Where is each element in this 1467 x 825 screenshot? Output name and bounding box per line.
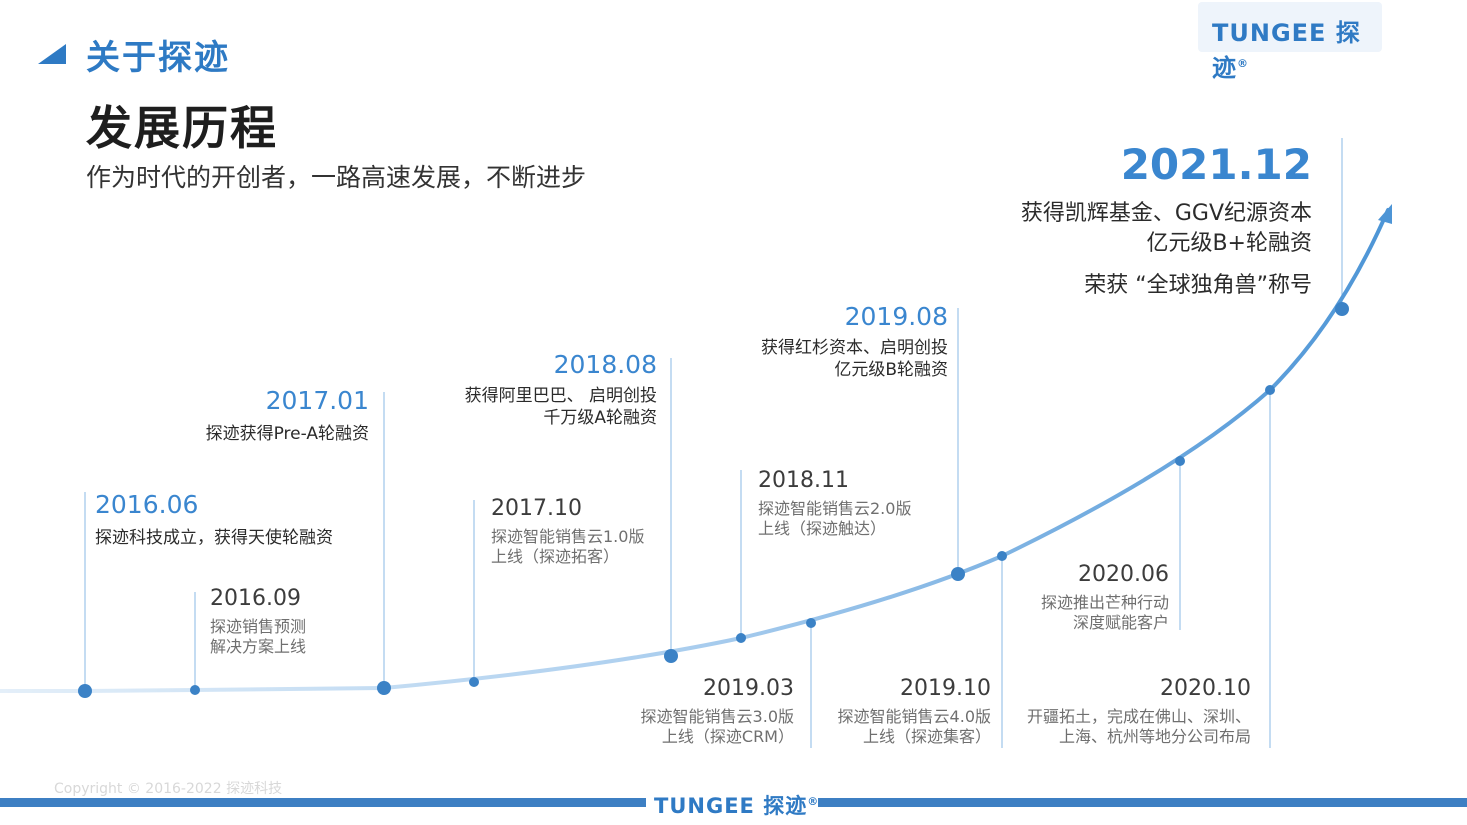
dot-2020-10 (1265, 385, 1275, 395)
page-subtitle: 作为时代的开创者，一路高速发展，不断进步 (86, 163, 587, 192)
footer-bar-right (818, 798, 1467, 807)
milestone-desc: 探迹获得Pre-A轮融资 (205, 424, 369, 444)
milestone-desc: 上线（探迹触达） (758, 519, 887, 538)
dot-2021-12 (1335, 302, 1349, 316)
timeline-dots (78, 302, 1349, 698)
milestone-desc: 探迹科技成立，获得天使轮融资 (95, 528, 333, 548)
milestone-date: 2016.09 (210, 586, 301, 611)
milestone-date: 2018.11 (758, 468, 849, 493)
milestone-date: 2017.01 (265, 386, 369, 415)
growth-curve (0, 208, 1390, 693)
timeline-stems (84, 138, 1343, 748)
dot-2016-06 (78, 684, 92, 698)
milestone-2017-01: 2017.01 探迹获得Pre-A轮融资 (150, 386, 369, 445)
milestone-date: 2017.10 (491, 496, 582, 521)
arrow-head-icon (1378, 204, 1392, 224)
milestone-desc: 探迹智能销售云1.0版 (491, 527, 645, 546)
milestone-date: 2018.08 (553, 350, 657, 379)
milestone-2019-10: 2019.10 探迹智能销售云4.0版 上线（探迹集客） (810, 676, 991, 747)
milestone-2019-03: 2019.03 探迹智能销售云3.0版 上线（探迹CRM） (620, 676, 794, 747)
milestone-2020-10: 2020.10 开疆拓土，完成在佛山、深圳、 上海、杭州等地分公司布局 (1010, 676, 1251, 747)
dot-2020-06 (1175, 456, 1185, 466)
milestone-desc: 上线（探迹集客） (862, 727, 991, 746)
registered-mark: ® (1237, 57, 1249, 70)
logo-text: TUNGEE 探迹 (1212, 19, 1361, 82)
milestone-desc: 解决方案上线 (210, 637, 307, 656)
milestone-date: 2016.06 (95, 490, 199, 519)
milestone-2016-06: 2016.06 探迹科技成立，获得天使轮融资 (95, 490, 333, 549)
milestone-desc: 荣获 “全球独角兽”称号 (1084, 273, 1312, 298)
milestone-2018-11: 2018.11 探迹智能销售云2.0版 上线（探迹触达） (758, 468, 911, 539)
milestone-2017-10: 2017.10 探迹智能销售云1.0版 上线（探迹拓客） (491, 496, 644, 567)
milestone-2018-08: 2018.08 获得阿里巴巴、 启明创投 千万级A轮融资 (420, 350, 657, 429)
milestone-desc: 深度赋能客户 (1072, 613, 1169, 632)
dot-2019-08 (951, 567, 965, 581)
footer-bar-left (0, 798, 646, 807)
milestone-desc: 获得阿里巴巴、 启明创投 (464, 386, 657, 406)
milestone-date: 2021.12 (1120, 140, 1312, 189)
footer-logo: TUNGEE 探迹® (654, 790, 819, 820)
milestone-desc: 探迹智能销售云3.0版 (640, 707, 794, 726)
milestone-desc: 获得凯辉基金、GGV纪源资本 (1020, 201, 1312, 226)
milestone-desc: 探迹销售预测 (210, 617, 307, 636)
dot-2018-08 (664, 649, 678, 663)
dot-2017-10 (469, 677, 479, 687)
milestone-desc: 获得红杉资本、启明创投 (761, 338, 948, 358)
dot-2018-11 (736, 633, 746, 643)
milestone-desc: 亿元级B轮融资 (834, 360, 948, 380)
milestone-2019-08: 2019.08 获得红杉资本、启明创投 亿元级B轮融资 (700, 302, 948, 381)
milestone-2021-12: 2021.12 获得凯辉基金、GGV纪源资本 亿元级B+轮融资 荣获 “全球独角… (950, 140, 1312, 301)
milestone-date: 2020.06 (1078, 562, 1169, 587)
milestone-date: 2019.10 (900, 676, 991, 701)
milestone-date: 2020.10 (1160, 676, 1251, 701)
milestone-desc: 探迹智能销售云4.0版 (837, 707, 991, 726)
milestone-2016-09: 2016.09 探迹销售预测 解决方案上线 (210, 586, 306, 657)
page-title: 发展历程 (86, 101, 278, 155)
milestone-desc: 开疆拓土，完成在佛山、深圳、 (1026, 707, 1251, 726)
section-triangle-icon (38, 44, 66, 64)
milestone-desc: 探迹智能销售云2.0版 (758, 499, 912, 518)
dot-2016-09 (190, 685, 200, 695)
milestone-desc: 上海、杭州等地分公司布局 (1058, 727, 1251, 746)
milestone-desc: 上线（探迹CRM） (661, 727, 794, 746)
milestone-desc: 亿元级B+轮融资 (1146, 231, 1312, 256)
milestone-desc: 上线（探迹拓客） (491, 547, 620, 566)
dot-2017-01 (377, 681, 391, 695)
milestone-2020-06: 2020.06 探迹推出芒种行动 深度赋能客户 (1000, 562, 1169, 633)
milestone-desc: 探迹推出芒种行动 (1040, 593, 1169, 612)
footer-registered-mark: ® (807, 795, 820, 808)
section-title: 关于探迹 (86, 38, 230, 78)
dot-2019-03 (806, 618, 816, 628)
dot-2019-10 (997, 551, 1007, 561)
brand-logo: TUNGEE 探迹® (1198, 2, 1382, 82)
milestone-date: 2019.03 (703, 676, 794, 701)
milestone-desc: 千万级A轮融资 (543, 408, 657, 428)
milestone-date: 2019.08 (844, 302, 948, 331)
copyright-text: Copyright © 2016-2022 探迹科技 (54, 781, 283, 797)
footer-logo-text: TUNGEE 探迹 (654, 794, 808, 818)
